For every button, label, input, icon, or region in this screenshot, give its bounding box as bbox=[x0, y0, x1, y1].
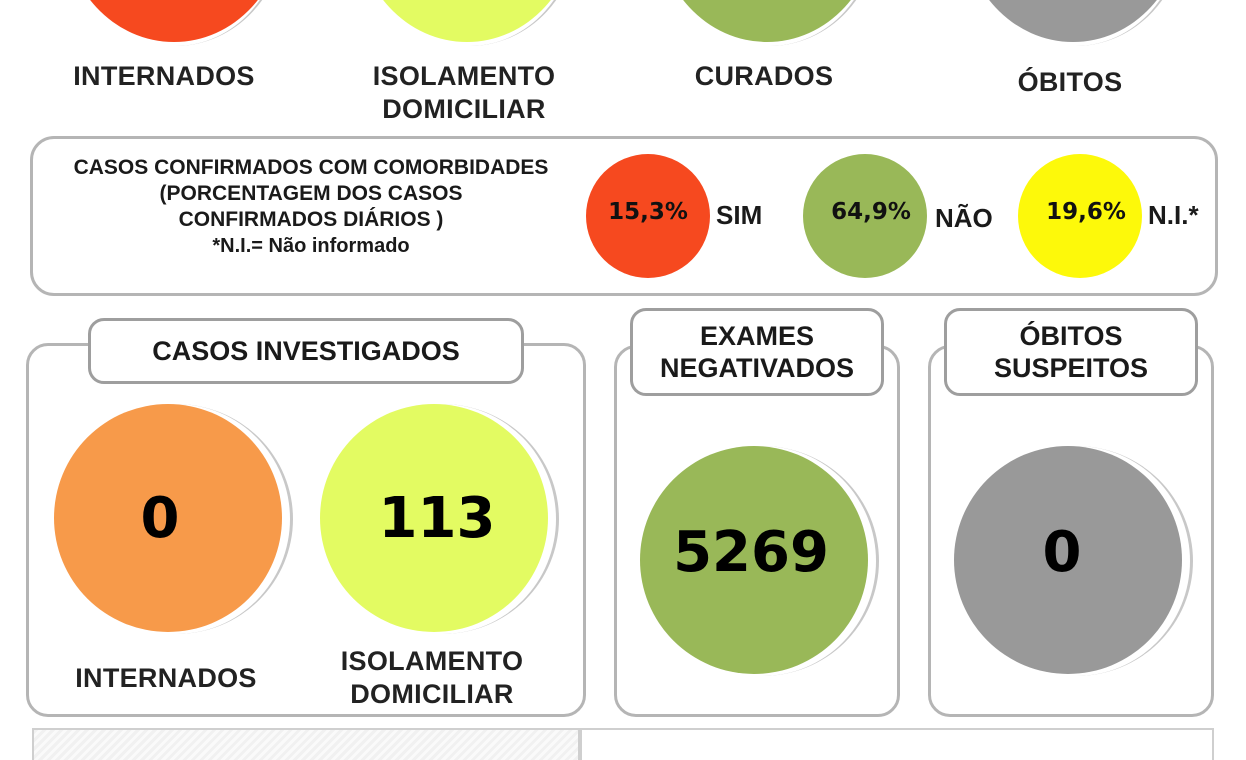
exames-shadow bbox=[646, 446, 879, 676]
sim-circle bbox=[586, 154, 710, 278]
inv-isolamento-label-line2: DOMICILIAR bbox=[350, 679, 514, 709]
nao-value: 64,9% bbox=[831, 199, 911, 225]
inv-isolamento-circle bbox=[320, 404, 548, 632]
exames-title: EXAMES NEGATIVADOS bbox=[630, 308, 884, 396]
bottom-left-panel-edge bbox=[32, 728, 580, 760]
exames-value: 5269 bbox=[673, 519, 829, 585]
curados-circle bbox=[657, 0, 877, 42]
sim-label: SIM bbox=[716, 200, 763, 230]
nao-label: NÃO bbox=[935, 203, 993, 233]
exames-title-line2: NEGATIVADOS bbox=[659, 353, 854, 383]
exames-title-line1: EXAMES bbox=[699, 321, 815, 351]
nao-circle bbox=[803, 154, 927, 278]
isolamento-circle bbox=[357, 0, 577, 42]
inv-internados-value: 0 bbox=[140, 485, 180, 551]
comorbidades-title-line1: CASOS CONFIRMADOS COM COMORBIDADES bbox=[73, 156, 549, 179]
sim-value: 15,3% bbox=[608, 199, 688, 225]
obitos-suspeitos-title-line2: SUSPEITOS bbox=[993, 353, 1149, 383]
comorbidades-footnote: *N.I.= Não informado bbox=[212, 235, 410, 257]
label-curados: CURADOS bbox=[694, 61, 834, 91]
exames-circle bbox=[640, 446, 868, 674]
inv-isolamento-value: 113 bbox=[378, 485, 496, 551]
ni-label: N.I.* bbox=[1148, 200, 1199, 230]
label-obitos: ÓBITOS bbox=[1017, 67, 1123, 97]
inv-internados-shadow bbox=[60, 404, 293, 634]
comorbidades-title-line3: CONFIRMADOS DIÁRIOS ) bbox=[178, 208, 444, 231]
investigados-title: CASOS INVESTIGADOS bbox=[88, 318, 524, 384]
label-isolamento-line1: ISOLAMENTO bbox=[372, 61, 556, 91]
bottom-right-panel-edge bbox=[580, 728, 1214, 760]
obitos-suspeitos-value: 0 bbox=[1042, 519, 1082, 585]
obitos-circle bbox=[963, 0, 1183, 42]
obitos-suspeitos-title: ÓBITOS SUSPEITOS bbox=[944, 308, 1198, 396]
label-internados: INTERNADOS bbox=[73, 61, 255, 91]
label-isolamento-line2: DOMICILIAR bbox=[382, 94, 546, 124]
comorbidades-title-line2: (PORCENTAGEM DOS CASOS bbox=[159, 182, 463, 205]
inv-internados-circle bbox=[54, 404, 282, 632]
internados-circle bbox=[64, 0, 284, 42]
ni-circle bbox=[1018, 154, 1142, 278]
inv-internados-label: INTERNADOS bbox=[75, 663, 257, 693]
obitos-suspeitos-circle bbox=[954, 446, 1182, 674]
inv-isolamento-shadow bbox=[326, 404, 559, 634]
obitos-suspeitos-shadow bbox=[960, 446, 1193, 676]
ni-value: 19,6% bbox=[1046, 199, 1126, 225]
inv-isolamento-label-line1: ISOLAMENTO bbox=[340, 646, 524, 676]
comorbidades-title: CASOS CONFIRMADOS COM COMORBIDADES (PORC… bbox=[36, 155, 586, 259]
obitos-suspeitos-title-line1: ÓBITOS bbox=[1019, 321, 1123, 351]
